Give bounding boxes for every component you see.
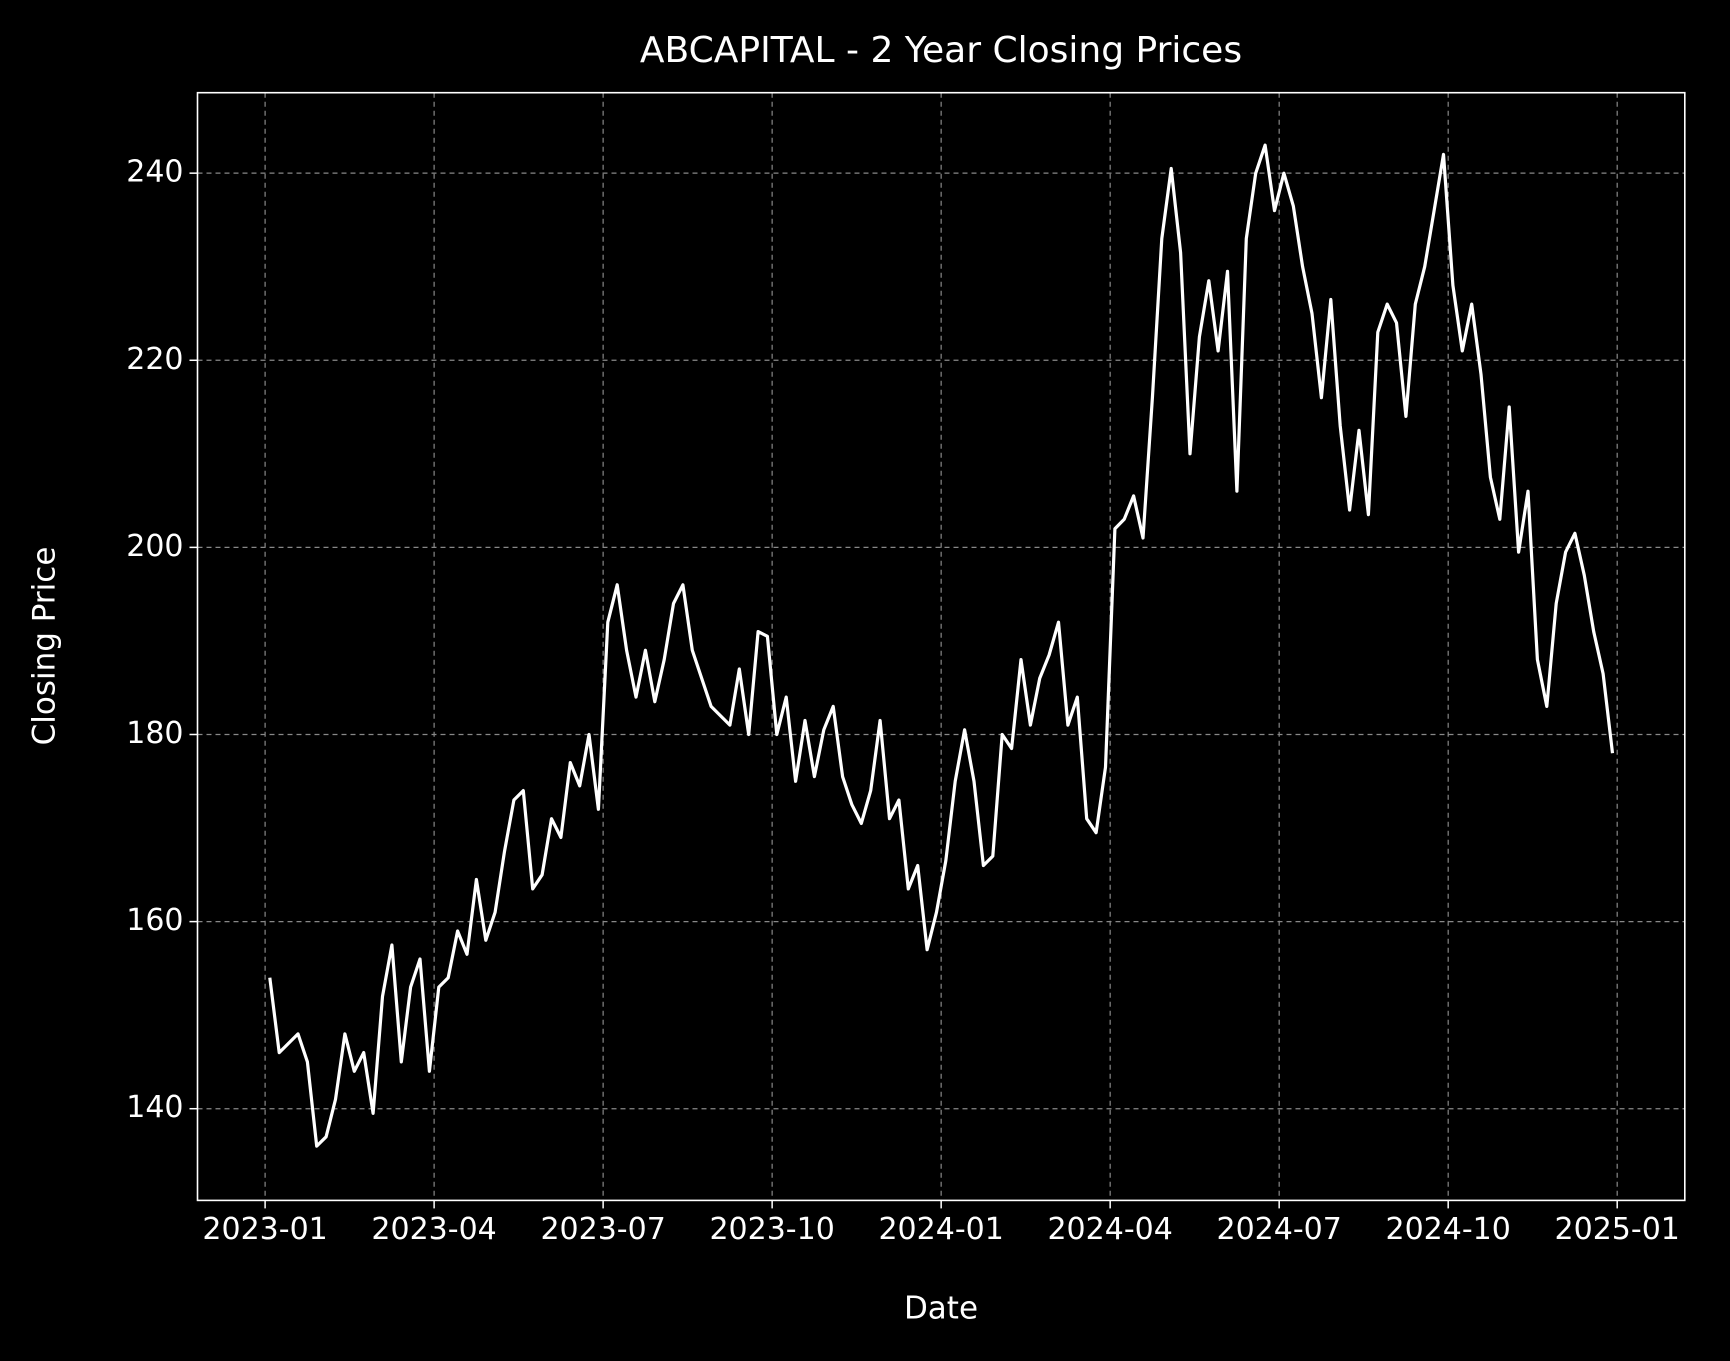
x-tick-label: 2024-04	[1047, 1212, 1172, 1247]
x-tick-label: 2023-07	[540, 1212, 665, 1247]
y-tick-label: 140	[126, 1090, 183, 1125]
price-line	[268, 143, 1615, 1148]
x-tick-label: 2024-07	[1216, 1212, 1341, 1247]
x-tick-label: 2023-10	[709, 1212, 834, 1247]
chart-title: ABCAPITAL - 2 Year Closing Prices	[640, 30, 1242, 71]
x-tick-label: 2023-04	[371, 1212, 496, 1247]
x-tick-label: 2023-01	[202, 1212, 327, 1247]
y-axis-label: Closing Price	[27, 547, 63, 746]
x-axis-label: Date	[904, 1291, 978, 1327]
y-tick-label: 220	[126, 342, 183, 377]
x-tick-label: 2024-10	[1386, 1212, 1511, 1247]
y-tick-label: 180	[126, 716, 183, 751]
y-tick-label: 160	[126, 903, 183, 938]
plot-frame	[196, 91, 1686, 1202]
y-tick-label: 200	[126, 529, 183, 564]
x-tick-label: 2025-01	[1555, 1212, 1680, 1247]
y-tick-label: 240	[126, 155, 183, 190]
x-tick-label: 2024-01	[878, 1212, 1003, 1247]
